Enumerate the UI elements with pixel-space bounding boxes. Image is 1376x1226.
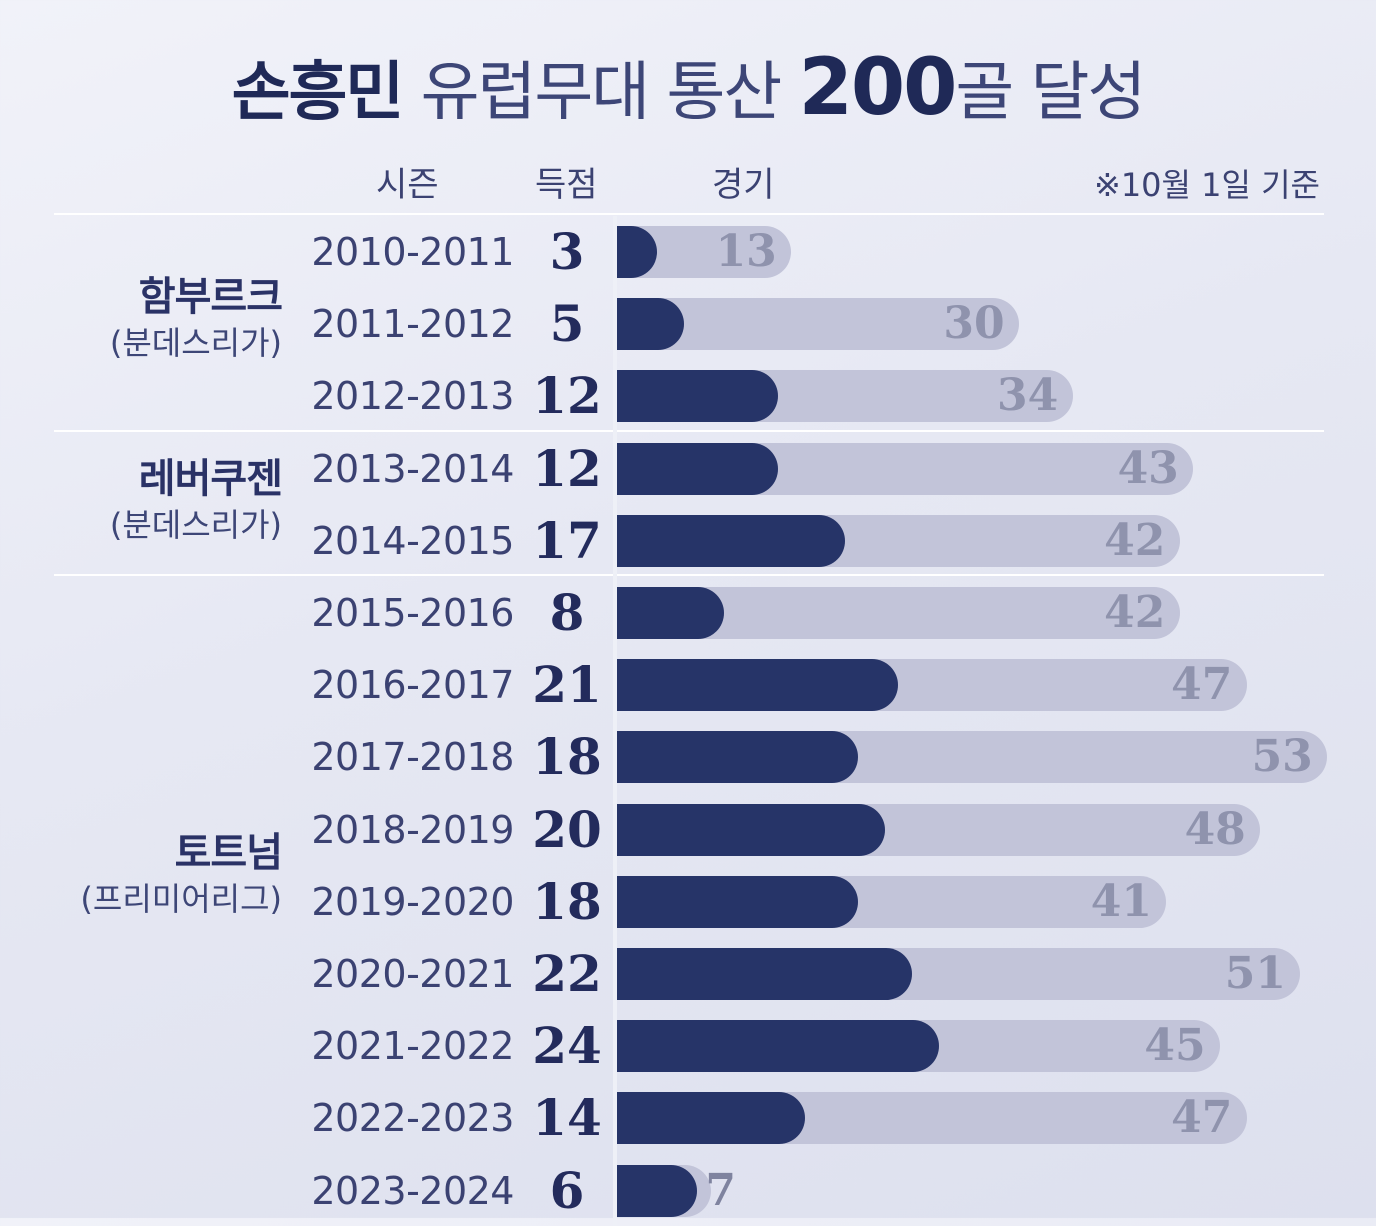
team-tottenham: 토트넘 (프리미어리그) [80, 829, 283, 921]
goals-value: 12 [532, 438, 602, 498]
games-value: 47 [1171, 659, 1233, 711]
goals-value: 8 [549, 583, 585, 642]
season-label: 2020-2021 [311, 952, 514, 996]
goals-value: 6 [549, 1160, 585, 1220]
season-label: 2013-2014 [311, 446, 514, 491]
title-end: 달성 [1030, 56, 1147, 130]
goals-value: 20 [532, 799, 602, 859]
season-label: 2015-2016 [311, 591, 514, 635]
goals-value: 22 [532, 944, 602, 1003]
title-number: 200 [798, 43, 958, 133]
season-label: 2011-2012 [311, 302, 514, 347]
goals-bar [617, 948, 912, 1000]
games-value: 51 [1224, 948, 1286, 999]
team-league: (분데스리가) [109, 506, 282, 544]
goals-bar [617, 803, 885, 856]
title-unit: 골 [955, 56, 1014, 130]
goals-value: 24 [532, 1016, 602, 1076]
goals-bar [617, 442, 778, 495]
goals-bar [617, 298, 684, 351]
goals-value: 18 [532, 727, 602, 787]
title-middle: 유럽무대 통산 [420, 56, 783, 130]
goals-bar [617, 1164, 698, 1217]
divider-leverkusen-tottenham [54, 574, 1324, 576]
page-title: 손흥민 유럽무대 통산 200골 달성 [0, 38, 1376, 143]
goals-value: 3 [549, 222, 585, 281]
games-value: 43 [1117, 442, 1179, 494]
games-value: 42 [1104, 587, 1166, 638]
header-season: 시즌 [376, 165, 439, 205]
header-goals: 득점 [535, 165, 598, 205]
goals-bar [617, 370, 778, 423]
team-leverkusen: 레버쿠젠 (분데스리가) [109, 455, 283, 547]
goals-value: 5 [549, 294, 585, 354]
season-label: 2016-2017 [311, 663, 514, 708]
season-label: 2018-2019 [311, 807, 514, 852]
games-bar [617, 298, 1019, 351]
axis-line [613, 216, 617, 1226]
games-value: 13 [715, 226, 777, 277]
title-name: 손흥민 [231, 56, 405, 130]
divider-top [54, 213, 1324, 215]
goals-bar [617, 587, 725, 639]
games-value: 45 [1144, 1020, 1206, 1072]
season-label: 2019-2020 [311, 879, 514, 924]
goals-value: 12 [532, 366, 602, 426]
season-label: 2014-2015 [311, 518, 514, 563]
goals-bar [617, 1020, 939, 1073]
team-name: 레버쿠젠 [138, 456, 283, 502]
goals-value: 21 [532, 655, 602, 715]
goals-bar [617, 731, 859, 784]
goals-value: 14 [532, 1088, 602, 1148]
goals-bar [617, 514, 845, 567]
goals-value: 17 [532, 510, 602, 570]
team-name: 함부르크 [138, 274, 283, 320]
divider-hamburg-leverkusen [54, 430, 1324, 432]
season-label: 2021-2022 [311, 1024, 514, 1069]
games-value: 53 [1251, 731, 1313, 783]
team-league: (프리미어리그) [80, 880, 282, 918]
season-label: 2022-2023 [311, 1096, 514, 1141]
goals-bar [617, 659, 899, 712]
season-label: 2023-2024 [311, 1168, 514, 1213]
goals-value: 18 [532, 871, 602, 931]
games-value: 42 [1104, 514, 1166, 566]
date-note: ※10월 1일 기준 [1094, 166, 1320, 204]
team-name: 토트넘 [174, 830, 283, 876]
games-value: 47 [1171, 1092, 1233, 1144]
header-games: 경기 [712, 165, 775, 205]
goals-bar [617, 875, 859, 928]
season-label: 2012-2013 [311, 374, 514, 419]
team-league: (분데스리가) [109, 324, 282, 362]
season-label: 2017-2018 [311, 735, 514, 780]
games-value: 7 [705, 1164, 737, 1216]
team-hamburg: 함부르크 (분데스리가) [109, 273, 283, 365]
season-label: 2010-2011 [311, 230, 514, 274]
games-value: 48 [1184, 803, 1246, 855]
games-value: 41 [1090, 875, 1152, 927]
goals-bar [617, 1092, 805, 1145]
games-value: 34 [996, 370, 1059, 422]
games-value: 30 [943, 298, 1005, 350]
